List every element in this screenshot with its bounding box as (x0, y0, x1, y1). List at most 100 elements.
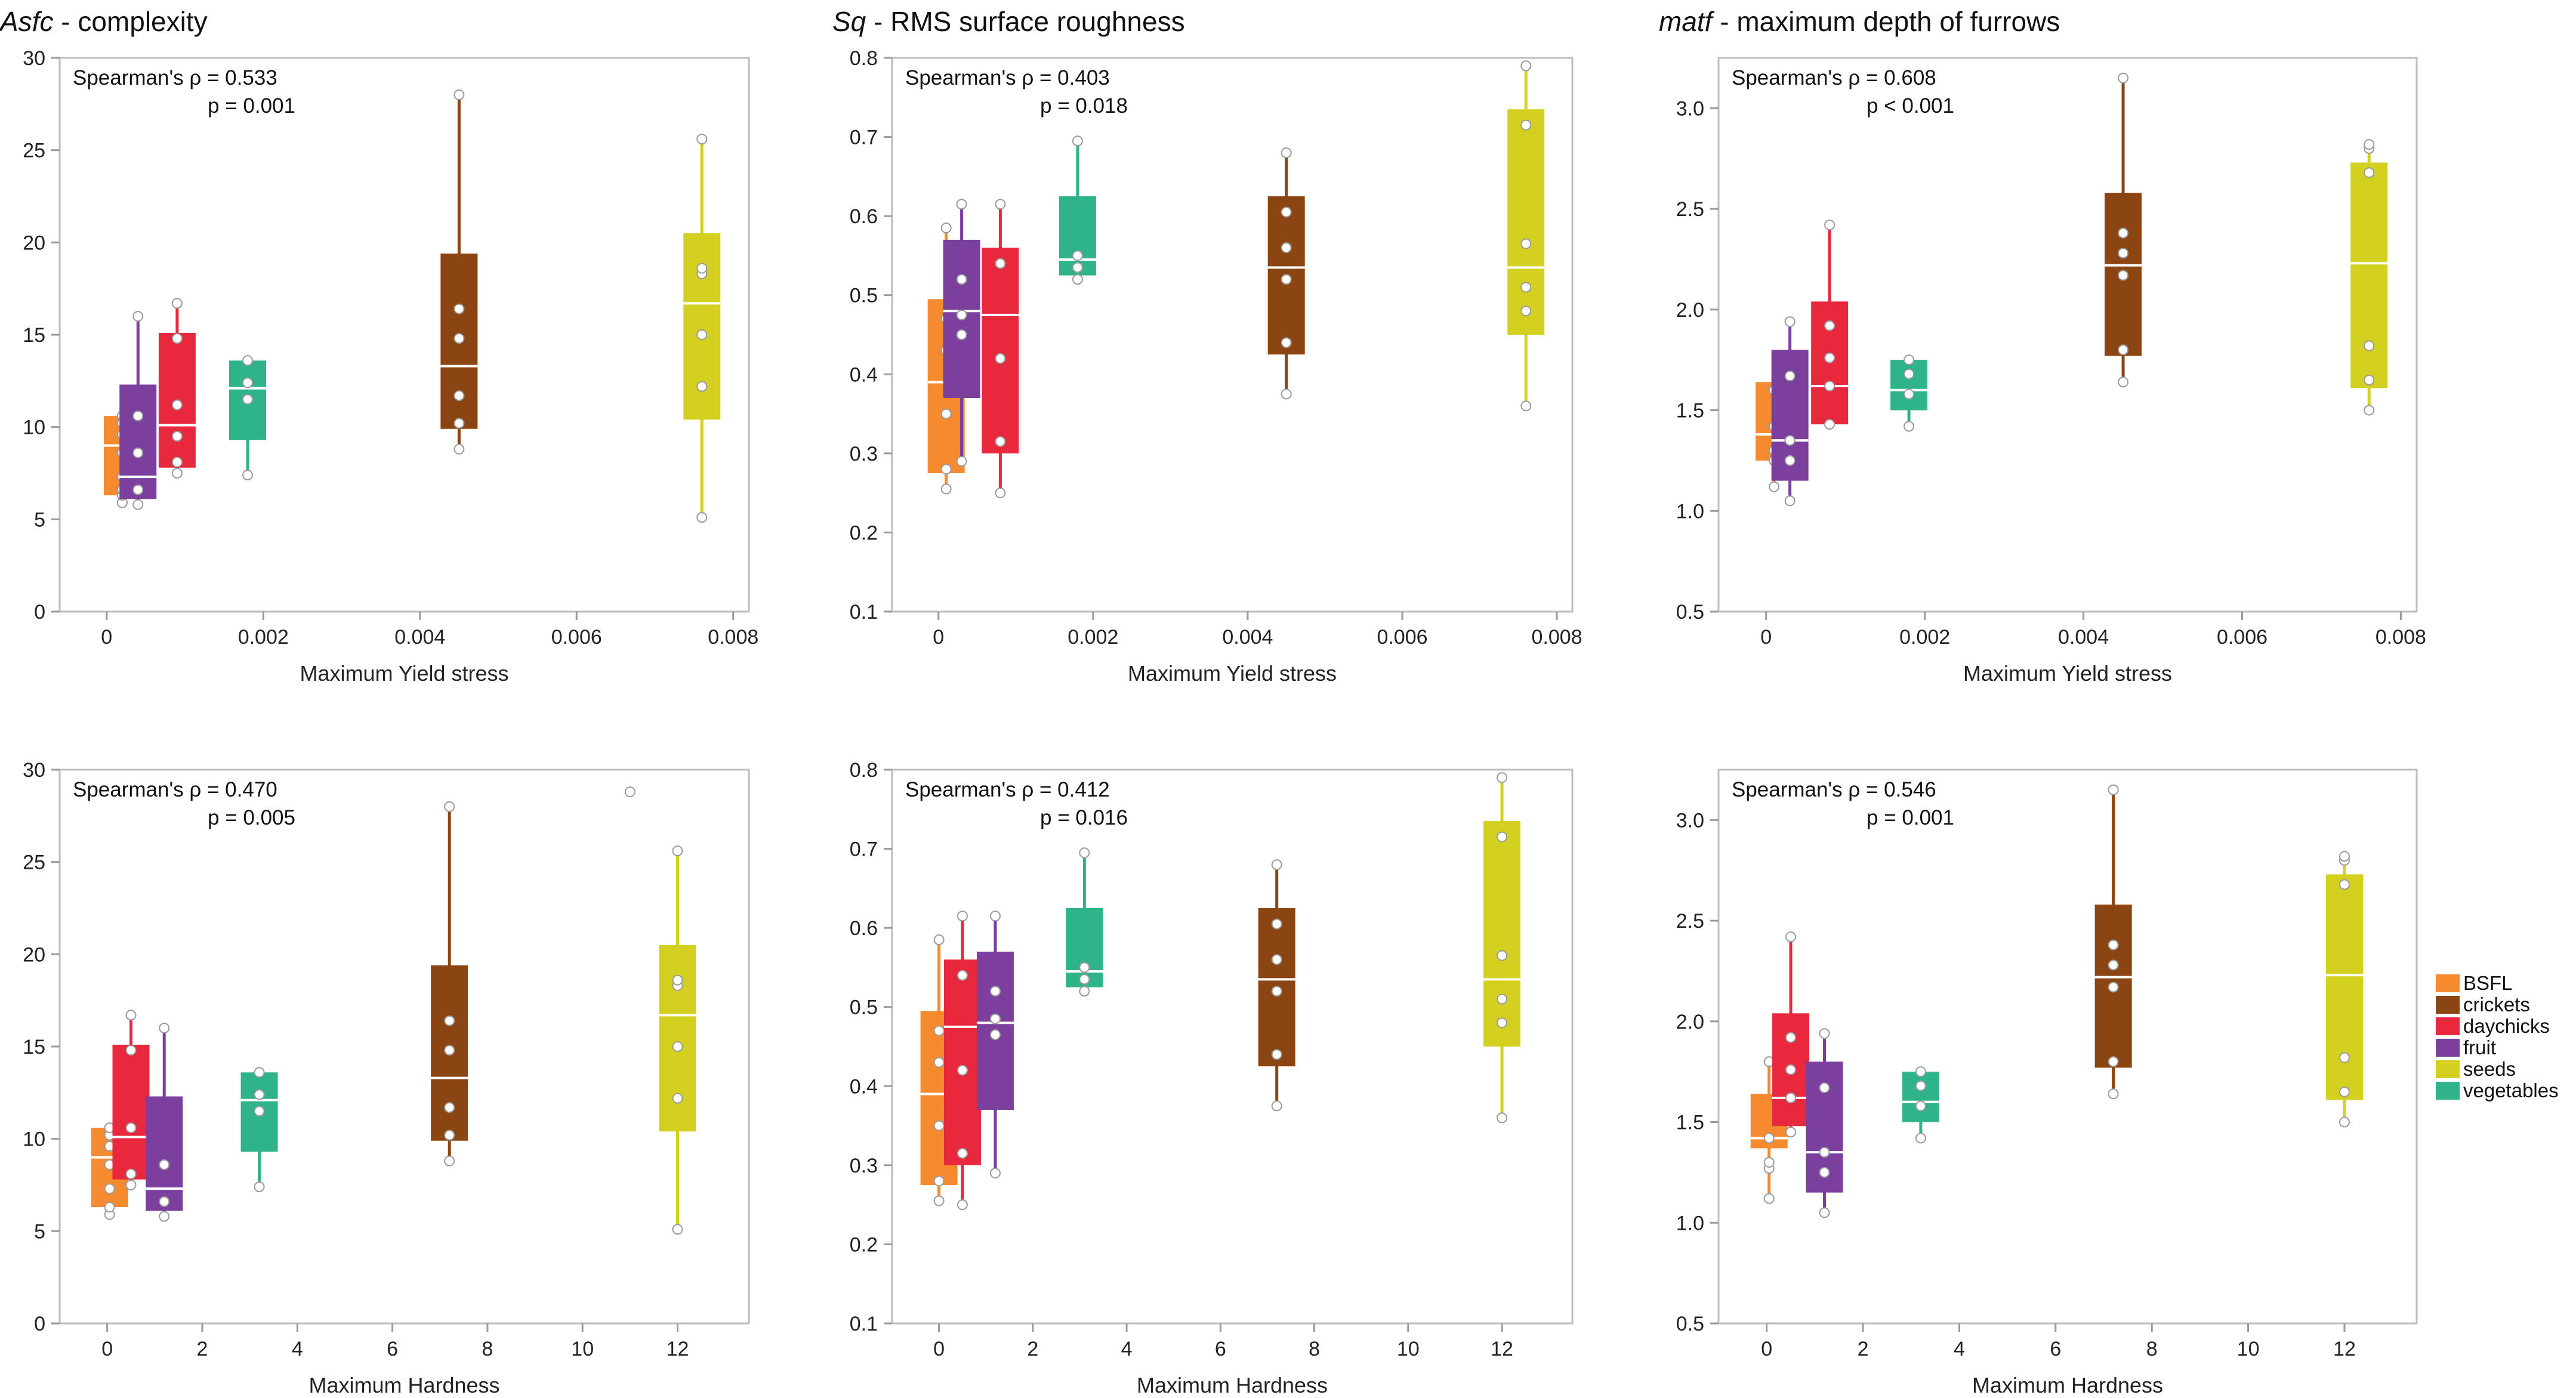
data-point (1819, 1028, 1830, 1039)
data-point (132, 311, 144, 322)
data-point (1497, 831, 1508, 842)
x-tick-label: 0 (101, 626, 112, 649)
data-point (132, 411, 144, 422)
data-point (254, 1106, 265, 1117)
x-tick-label: 6 (1215, 1338, 1226, 1360)
x-tick-label: 0.006 (551, 626, 602, 649)
box-body (1507, 109, 1545, 335)
data-point (1819, 1147, 1830, 1158)
data-point (1497, 1112, 1508, 1124)
y-tick-label: 1.0 (1676, 500, 1704, 523)
y-tick-label: 0.3 (850, 1155, 878, 1177)
legend-item-daychicks: daychicks (2436, 1015, 2559, 1037)
y-tick-label: 3.0 (1676, 97, 1704, 120)
data-point (1271, 954, 1282, 965)
box-crickets (431, 801, 468, 1166)
box-vegetables (1890, 354, 1928, 432)
data-point (696, 134, 708, 145)
x-tick-label: 0 (1761, 1338, 1772, 1360)
data-point (2339, 879, 2350, 890)
data-point (995, 258, 1006, 269)
data-point (1271, 918, 1282, 930)
data-point (957, 911, 968, 922)
box-crickets (1258, 859, 1295, 1112)
data-point (1784, 495, 1796, 507)
y-tick-label: 2.5 (1676, 910, 1704, 933)
x-tick-label: 12 (2333, 1338, 2356, 1360)
data-point (2108, 959, 2119, 971)
box-body (2325, 874, 2363, 1100)
data-point (933, 1175, 945, 1187)
data-point (1904, 368, 1915, 379)
stat-rho: Spearman's ρ = 0.470 (73, 778, 277, 801)
data-point (2364, 167, 2375, 178)
data-point (995, 436, 1006, 447)
data-point (989, 1013, 1001, 1024)
data-point (1079, 974, 1090, 985)
data-point (696, 381, 708, 392)
data-point (2364, 139, 2375, 150)
data-point (242, 394, 253, 405)
data-point (171, 456, 183, 468)
y-tick-label: 15 (23, 324, 45, 347)
data-point (1072, 274, 1083, 285)
y-tick-label: 10 (23, 1128, 45, 1151)
data-point (159, 1023, 170, 1034)
legend-label: seeds (2463, 1058, 2516, 1080)
data-point (696, 512, 708, 523)
data-point (1281, 147, 1292, 159)
plot-frame (1717, 769, 2418, 1325)
y-tick-label: 0.1 (850, 1313, 878, 1335)
x-tick-label: 0.008 (2376, 626, 2426, 649)
data-point (1079, 962, 1090, 973)
data-point (956, 309, 967, 320)
box-daychicks (1772, 931, 1810, 1138)
x-tick-label: 6 (387, 1338, 398, 1360)
x-tick-label: 12 (667, 1338, 689, 1360)
data-point (1915, 1100, 1926, 1112)
data-point (454, 333, 465, 344)
data-point (989, 1168, 1001, 1179)
data-point (989, 986, 1001, 997)
data-point (956, 456, 967, 467)
y-tick-label: 10 (23, 416, 45, 439)
box-crickets (440, 89, 478, 455)
data-point (444, 1129, 455, 1141)
x-tick-label: 0 (1760, 626, 1772, 649)
legend-swatch (2436, 974, 2460, 992)
data-point (1785, 1032, 1797, 1043)
plot-frame (891, 57, 1574, 613)
y-tick-label: 1.5 (1676, 1112, 1704, 1134)
box-body (112, 1044, 150, 1180)
x-axis-label: Maximum Hardness (308, 1373, 499, 1397)
stat-p: p = 0.001 (208, 94, 295, 118)
data-point (2118, 270, 2129, 281)
data-point (956, 274, 967, 285)
x-tick-label: 2 (1027, 1338, 1038, 1360)
x-tick-label: 4 (292, 1338, 303, 1360)
data-point (1520, 238, 1532, 249)
x-tick-label: 8 (482, 1338, 493, 1360)
data-point (1819, 1207, 1830, 1218)
y-tick-label: 30 (23, 47, 45, 70)
box-seeds (683, 134, 721, 523)
panel-title-italic: matf (1659, 6, 1715, 37)
y-tick-label: 0.1 (850, 601, 878, 624)
data-point (1520, 119, 1532, 131)
data-point (104, 1202, 115, 1213)
data-point (957, 1147, 968, 1159)
data-point (1824, 381, 1835, 392)
y-tick-label: 5 (34, 508, 45, 531)
x-tick-label: 0.002 (1068, 626, 1118, 649)
legend-label: crickets (2463, 993, 2530, 1016)
plot-frame (891, 769, 1574, 1325)
data-point (940, 408, 952, 419)
data-point (454, 89, 465, 100)
x-axis-label: Maximum Hardness (1137, 1373, 1328, 1397)
data-point (1271, 986, 1282, 997)
x-tick-label: 0.006 (2217, 626, 2268, 649)
data-point (242, 470, 253, 481)
data-point (1819, 1082, 1830, 1094)
data-point (125, 1180, 137, 1190)
data-point (672, 974, 683, 986)
